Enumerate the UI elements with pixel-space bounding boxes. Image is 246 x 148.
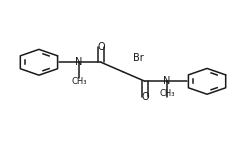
Text: CH₃: CH₃ — [159, 89, 175, 98]
Text: N: N — [163, 76, 171, 86]
Text: O: O — [141, 92, 149, 102]
Text: O: O — [97, 42, 105, 52]
Text: CH₃: CH₃ — [71, 77, 87, 86]
Text: Br: Br — [133, 53, 143, 63]
Text: N: N — [75, 57, 83, 67]
